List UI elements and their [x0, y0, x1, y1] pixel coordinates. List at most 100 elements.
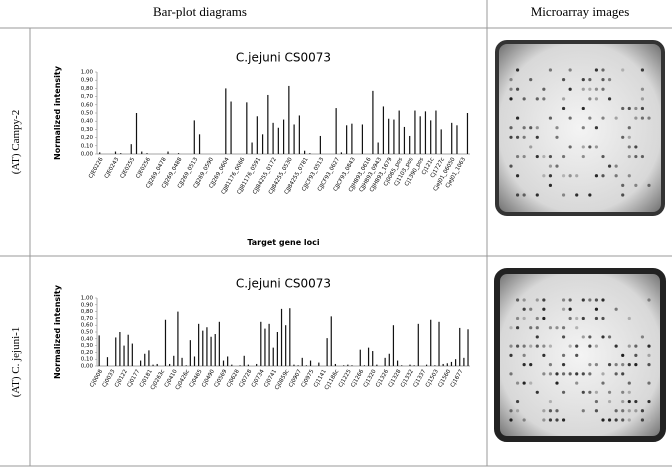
spot: [515, 344, 520, 348]
bar: [283, 119, 285, 154]
spot: [614, 307, 618, 311]
spot: [588, 116, 592, 120]
spot: [575, 174, 579, 178]
spot: [522, 298, 526, 302]
spot: [515, 174, 520, 178]
spot: [522, 135, 526, 139]
bar: [425, 364, 428, 366]
spot: [568, 87, 572, 91]
bar: [243, 355, 245, 366]
spot: [647, 353, 651, 357]
spot: [568, 174, 572, 178]
spot: [509, 135, 513, 139]
bar: [359, 349, 361, 366]
spot: [529, 78, 533, 82]
bar: [318, 362, 320, 366]
spot: [575, 316, 579, 321]
spot: [581, 316, 585, 321]
spot: [627, 381, 631, 385]
bar: [293, 124, 295, 154]
spot: [588, 87, 592, 91]
spot: [529, 145, 533, 149]
bar: [106, 357, 109, 366]
bar: [409, 135, 411, 154]
y-tick-label: 0,40: [81, 119, 94, 125]
spot: [568, 298, 572, 302]
spot: [627, 135, 631, 139]
bar: [377, 142, 379, 154]
bar: [130, 144, 132, 154]
spot: [588, 78, 592, 82]
bar: [231, 364, 233, 366]
spot: [535, 193, 539, 197]
spot: [601, 68, 605, 72]
spot: [581, 154, 585, 159]
spot: [522, 316, 526, 321]
spot: [614, 418, 618, 422]
spot: [640, 116, 645, 120]
y-tick-label: 0,80: [81, 309, 94, 315]
spot: [601, 316, 605, 321]
bar: [435, 110, 437, 154]
bar: [304, 150, 306, 154]
bar: [206, 327, 208, 366]
spot: [594, 298, 599, 302]
bar: [198, 323, 200, 366]
bar: [393, 119, 395, 154]
spot: [588, 363, 592, 367]
bar: [185, 365, 187, 366]
bar: [382, 106, 385, 154]
spot: [509, 418, 513, 422]
y-axis-label: Normalized intensity: [53, 284, 62, 379]
spot: [542, 372, 546, 376]
spot: [581, 106, 585, 111]
bar: [326, 338, 328, 366]
bar: [401, 365, 403, 366]
spot: [634, 183, 638, 187]
spot: [568, 316, 572, 321]
spot: [555, 418, 559, 422]
spot: [548, 68, 553, 72]
spot: [542, 353, 546, 357]
spot: [561, 193, 566, 197]
spot: [561, 154, 566, 159]
spot: [588, 390, 592, 394]
bar: [222, 360, 225, 366]
spot: [627, 106, 631, 111]
row-label: (AT) Campy-2: [10, 110, 22, 174]
bar: [351, 365, 353, 366]
spot: [522, 418, 526, 422]
spot: [627, 390, 631, 394]
spot: [548, 418, 553, 422]
spot: [515, 399, 520, 404]
spot: [581, 335, 585, 339]
spot: [535, 126, 539, 130]
bar: [260, 321, 262, 366]
spot: [535, 97, 539, 101]
bar: [156, 363, 158, 366]
bar: [141, 151, 143, 154]
spot: [568, 116, 572, 120]
y-tick-label: 0,80: [81, 86, 94, 92]
spot: [607, 390, 612, 394]
spot: [640, 87, 645, 91]
spot: [614, 164, 618, 168]
bar: [392, 325, 395, 366]
spot: [529, 326, 533, 330]
spot: [581, 145, 585, 149]
spot: [548, 174, 553, 178]
bar: [463, 357, 465, 366]
spot: [621, 106, 625, 111]
bar: [152, 364, 154, 366]
spot: [515, 116, 520, 120]
bar: [225, 88, 227, 154]
bar: [140, 360, 142, 366]
bar: [414, 110, 416, 154]
bar: [403, 126, 406, 154]
bar: [467, 329, 469, 366]
spot: [614, 372, 618, 376]
bar: [424, 111, 427, 154]
spot: [634, 399, 638, 404]
spot: [588, 97, 592, 101]
spot: [601, 87, 605, 91]
